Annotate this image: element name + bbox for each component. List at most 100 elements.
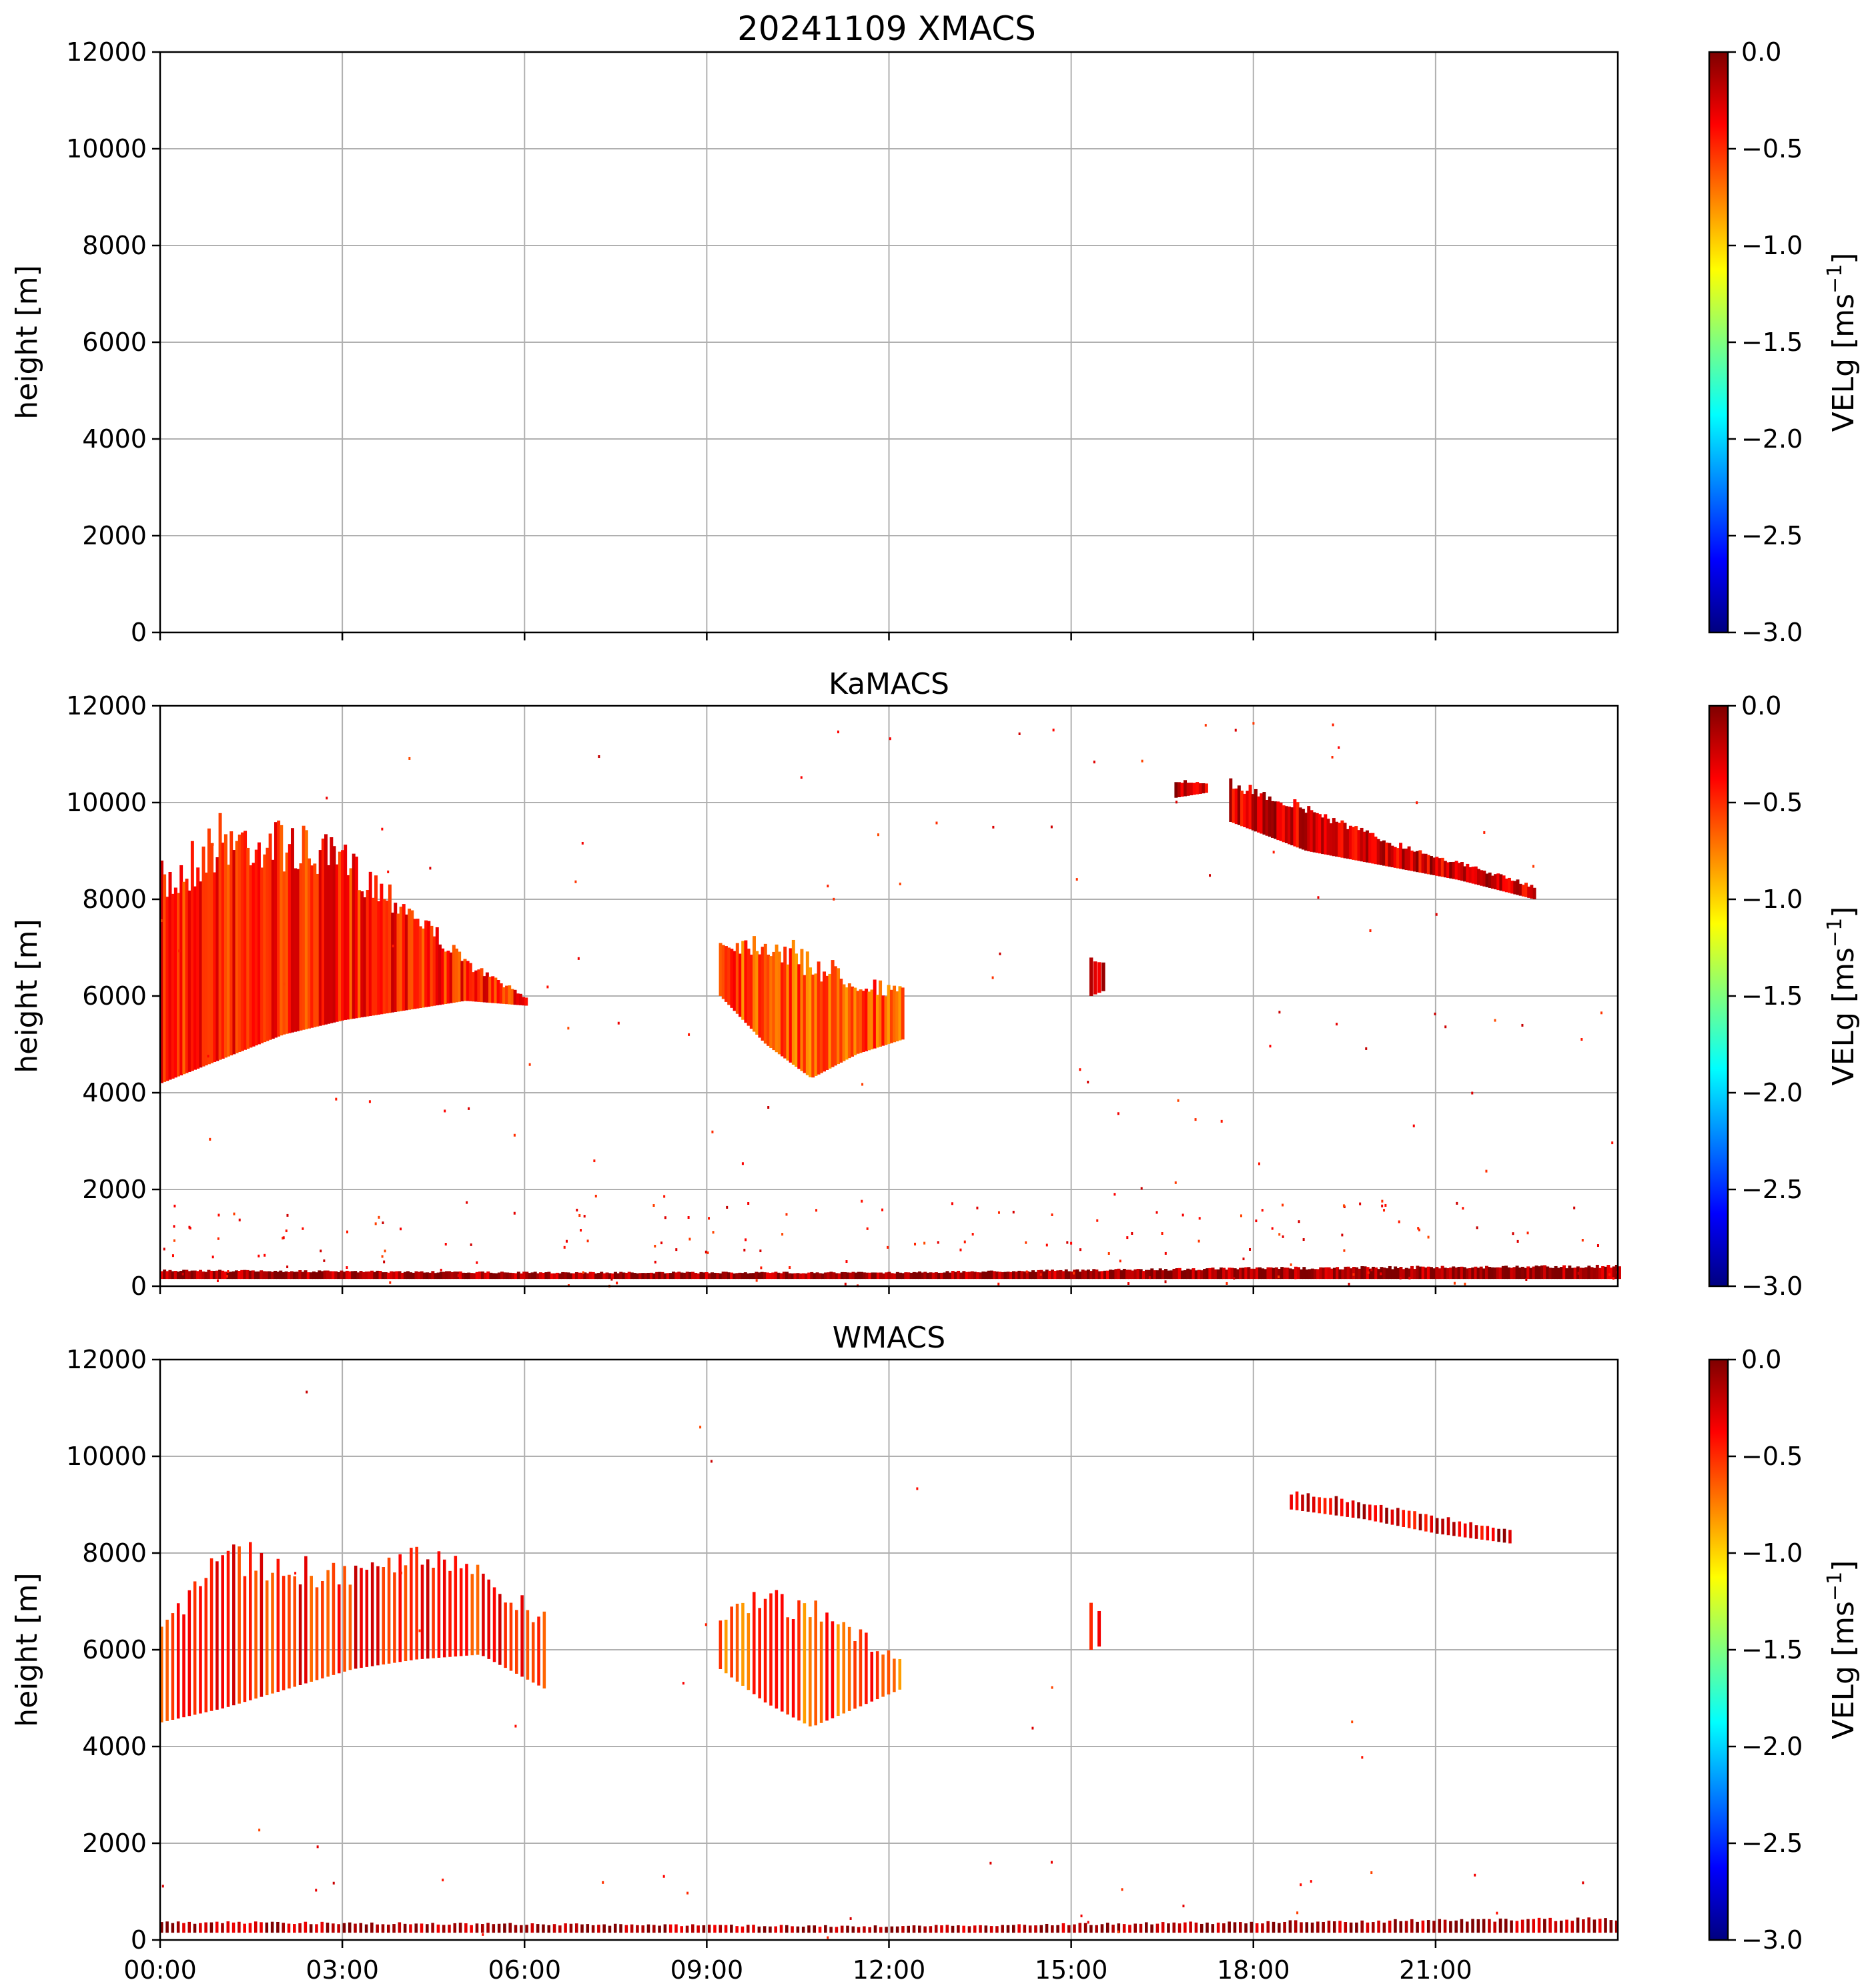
noise-speckle (1412, 1124, 1415, 1127)
echo-column (1582, 1919, 1585, 1933)
echo-column (574, 1272, 578, 1280)
noise-speckle (1198, 1217, 1201, 1220)
noise-speckle (1234, 728, 1237, 732)
echo-column (873, 979, 877, 1049)
echo-column (223, 834, 227, 1058)
noise-speckle (1278, 1011, 1281, 1014)
noise-speckle (574, 880, 577, 883)
noise-speckle (1369, 929, 1372, 933)
echo-column (893, 1658, 896, 1692)
y-tick-label: 4000 (82, 1078, 147, 1107)
echo-column (452, 945, 456, 1003)
noise-speckle (1117, 1112, 1119, 1115)
echo-column (1521, 885, 1525, 897)
echo-column (1357, 1502, 1360, 1519)
echo-column (774, 1272, 778, 1280)
echo-column (699, 1272, 703, 1280)
echo-column (282, 1576, 286, 1690)
noise-speckle (264, 1254, 266, 1257)
echo-column (306, 1272, 310, 1280)
echo-column (674, 1272, 678, 1280)
echo-column (583, 1272, 587, 1280)
echo-column (431, 1923, 434, 1933)
echo-column (1037, 1270, 1041, 1280)
echo-column (1105, 1923, 1109, 1933)
echo-column (438, 944, 442, 1005)
echo-column (1204, 783, 1208, 793)
echo-column (265, 1580, 269, 1696)
echo-column (1497, 1528, 1500, 1542)
echo-column (1410, 1919, 1414, 1933)
echo-column (771, 1272, 775, 1280)
echo-column (454, 1556, 458, 1657)
echo-column (1233, 1268, 1237, 1280)
echo-column (1385, 1508, 1388, 1524)
echo-column (282, 1272, 286, 1280)
echo-column (733, 1273, 737, 1280)
echo-column (185, 1270, 189, 1280)
echo-column (1305, 1269, 1309, 1280)
echo-column (824, 1925, 827, 1933)
echo-column (1355, 1267, 1359, 1280)
colorbar-label: VELg [ms−1] (1823, 907, 1861, 1086)
echo-column (525, 1925, 528, 1933)
echo-column (508, 1923, 512, 1933)
echo-column (962, 1271, 966, 1280)
echo-column (387, 1557, 391, 1664)
echo-column (1105, 1270, 1109, 1280)
echo-column (243, 1923, 246, 1933)
echo-column (1172, 1922, 1176, 1933)
echo-column (1462, 1267, 1466, 1280)
noise-speckle (1516, 1239, 1519, 1243)
noise-speckle (1521, 1023, 1524, 1027)
echo-column (448, 1570, 452, 1657)
colorbar-tick-label: −3.0 (1741, 1272, 1803, 1301)
echo-column (1546, 1266, 1550, 1280)
echo-column (1114, 1269, 1118, 1280)
echo-column (937, 1272, 941, 1280)
echo-column (1128, 1925, 1131, 1933)
echo-column (558, 1273, 562, 1280)
echo-column (1219, 1267, 1223, 1280)
echo-column (1416, 1266, 1420, 1280)
echo-column (608, 1273, 612, 1280)
echo-column (446, 951, 450, 1004)
echo-column (1340, 820, 1344, 858)
noise-speckle (1483, 831, 1486, 834)
echo-column (212, 1271, 216, 1280)
echo-column (414, 1271, 418, 1280)
noise-speckle (226, 1275, 229, 1278)
noise-speckle (1417, 1227, 1420, 1230)
noise-speckle (286, 1266, 289, 1269)
echo-column (345, 1270, 349, 1280)
noise-speckle (457, 1274, 460, 1278)
echo-column (918, 1925, 921, 1933)
echo-column (837, 1273, 841, 1280)
echo-column (1402, 849, 1406, 870)
echo-column (480, 1924, 484, 1933)
echo-column (803, 975, 807, 1073)
noise-speckle (688, 1237, 691, 1241)
echo-column (432, 936, 436, 1006)
echo-column (825, 975, 829, 1070)
echo-column (293, 1924, 296, 1933)
echo-column (1230, 1268, 1234, 1280)
echo-column (1537, 1917, 1541, 1933)
echo-column (1332, 1921, 1336, 1933)
noise-speckle (743, 1248, 746, 1252)
echo-column (561, 1272, 565, 1280)
echo-column (1501, 1266, 1505, 1280)
noise-speckle (1087, 1921, 1089, 1924)
echo-column (265, 1922, 269, 1933)
echo-column (489, 1272, 493, 1280)
echo-column (1315, 813, 1319, 853)
echo-column (680, 1926, 684, 1933)
echo-column (254, 849, 258, 1046)
noise-speckle (302, 1227, 304, 1230)
noise-speckle (1113, 1193, 1116, 1196)
echo-column (929, 1926, 933, 1933)
noise-speckle (845, 1260, 848, 1264)
echo-column (1390, 1509, 1394, 1525)
echo-column (496, 980, 500, 1004)
echo-column (973, 1272, 977, 1280)
